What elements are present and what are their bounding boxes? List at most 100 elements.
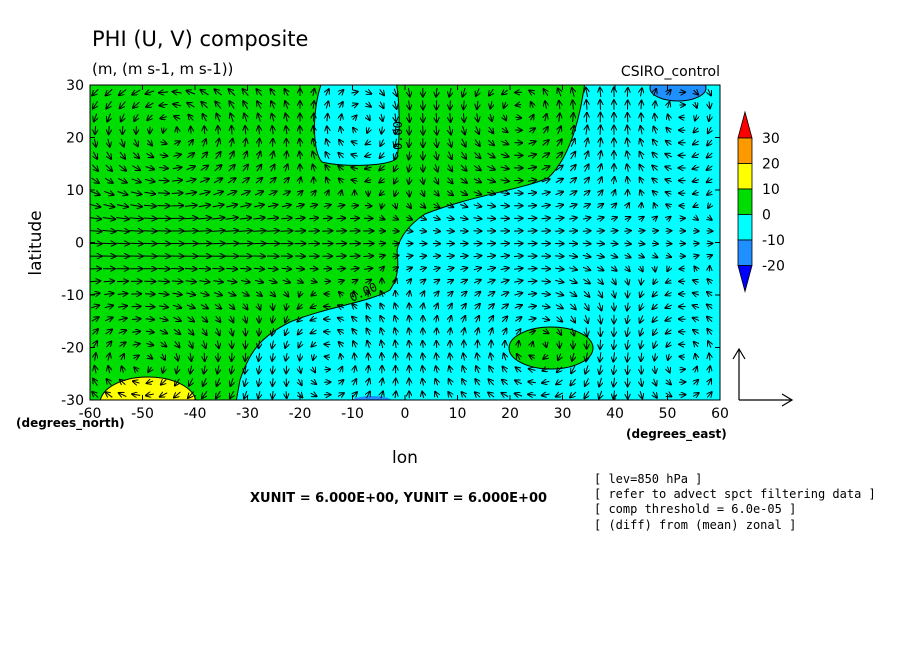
wind-vector	[146, 394, 154, 396]
wind-vector	[500, 193, 509, 194]
wind-vector	[394, 164, 398, 172]
wind-vector	[462, 304, 466, 310]
wind-vector	[541, 294, 550, 295]
wind-vector	[285, 89, 289, 96]
wind-vector	[503, 367, 508, 373]
wind-vector	[500, 141, 508, 144]
wind-vector	[489, 316, 493, 323]
wind-vector	[144, 294, 155, 295]
wind-vector	[651, 243, 658, 244]
wind-vector	[693, 293, 700, 295]
wind-vector	[500, 243, 510, 244]
wind-vector	[272, 353, 273, 361]
wind-vector	[394, 88, 397, 96]
wind-vector	[285, 315, 288, 323]
wind-vector	[364, 268, 372, 269]
wind-vector	[160, 117, 167, 119]
wind-vector	[368, 353, 369, 361]
wind-vector	[487, 153, 495, 157]
wind-vector	[490, 353, 492, 361]
wind-vector	[500, 167, 509, 169]
wind-vector	[150, 126, 151, 134]
wind-vector	[654, 353, 655, 360]
wind-vector	[449, 138, 452, 147]
wind-vector	[286, 303, 287, 310]
wind-vector	[176, 353, 178, 360]
wind-vector	[531, 342, 533, 347]
wind-vector	[231, 327, 233, 335]
wind-vector	[187, 328, 193, 335]
wind-vector	[225, 218, 238, 220]
wind-vector	[352, 392, 357, 397]
wind-vector	[407, 279, 411, 284]
wind-vector	[395, 203, 397, 209]
wind-vector	[116, 243, 129, 244]
wind-vector	[243, 101, 247, 109]
wind-vector	[395, 341, 396, 349]
wind-vector	[281, 268, 291, 269]
wind-vector	[92, 88, 99, 95]
y-tick-label: 20	[66, 131, 84, 147]
wind-vector	[117, 281, 128, 282]
wind-vector	[258, 303, 261, 309]
y-axis-label: latitude	[26, 210, 46, 275]
wind-vector	[118, 178, 127, 182]
wind-vector	[327, 126, 328, 134]
y-tick-label: -30	[61, 393, 84, 409]
wind-vector	[173, 92, 182, 94]
wind-vector	[184, 205, 197, 206]
wind-vector	[379, 179, 384, 183]
wind-vector	[409, 164, 410, 171]
wind-vector	[313, 165, 315, 172]
y-axis: 30 20 10 0 -10 -20 -30	[61, 78, 720, 409]
wind-vector	[117, 294, 128, 295]
wind-vector	[528, 306, 536, 307]
wind-vector	[245, 139, 246, 147]
wind-vector	[338, 305, 345, 308]
wind-vector	[93, 341, 97, 348]
wind-vector	[406, 217, 412, 220]
wind-vector	[94, 113, 97, 122]
wind-vector	[463, 88, 466, 96]
wind-vector	[380, 101, 383, 109]
wind-vector	[627, 339, 628, 349]
wind-vector	[272, 391, 273, 398]
wind-vector	[476, 88, 479, 97]
wind-vector	[229, 101, 235, 109]
wind-vector	[91, 305, 99, 308]
wind-vector	[160, 142, 166, 144]
wind-vector	[229, 304, 234, 309]
wind-vector	[381, 341, 383, 349]
wind-vector	[158, 180, 169, 181]
wind-vector	[573, 113, 574, 123]
wind-vector	[501, 393, 509, 397]
wind-vector	[327, 114, 328, 122]
wind-vector	[296, 205, 304, 207]
wind-vector	[640, 327, 643, 336]
wind-vector	[446, 191, 453, 195]
x-tick-label: -50	[131, 406, 154, 422]
wind-vector	[655, 265, 656, 272]
wind-vector	[665, 318, 672, 321]
wind-vector	[489, 366, 493, 374]
wind-vector	[694, 90, 699, 95]
wind-vector	[514, 243, 523, 244]
wind-vector	[436, 112, 437, 122]
wind-vector	[585, 302, 589, 310]
x-tick-label: 50	[659, 406, 677, 422]
wind-vector	[187, 153, 194, 158]
wind-vector	[614, 339, 615, 349]
wind-vector	[313, 139, 315, 147]
wind-vector	[326, 101, 328, 109]
wind-vector	[708, 379, 711, 386]
wind-vector	[118, 318, 126, 320]
wind-vector	[280, 231, 292, 232]
wind-vector	[148, 139, 153, 146]
wind-vector	[90, 231, 102, 232]
wind-vector	[144, 179, 155, 181]
wind-vector	[145, 319, 155, 320]
wind-vector	[487, 268, 495, 270]
wind-vector	[409, 366, 410, 374]
wind-vector	[163, 128, 164, 133]
wind-vector	[130, 192, 141, 195]
